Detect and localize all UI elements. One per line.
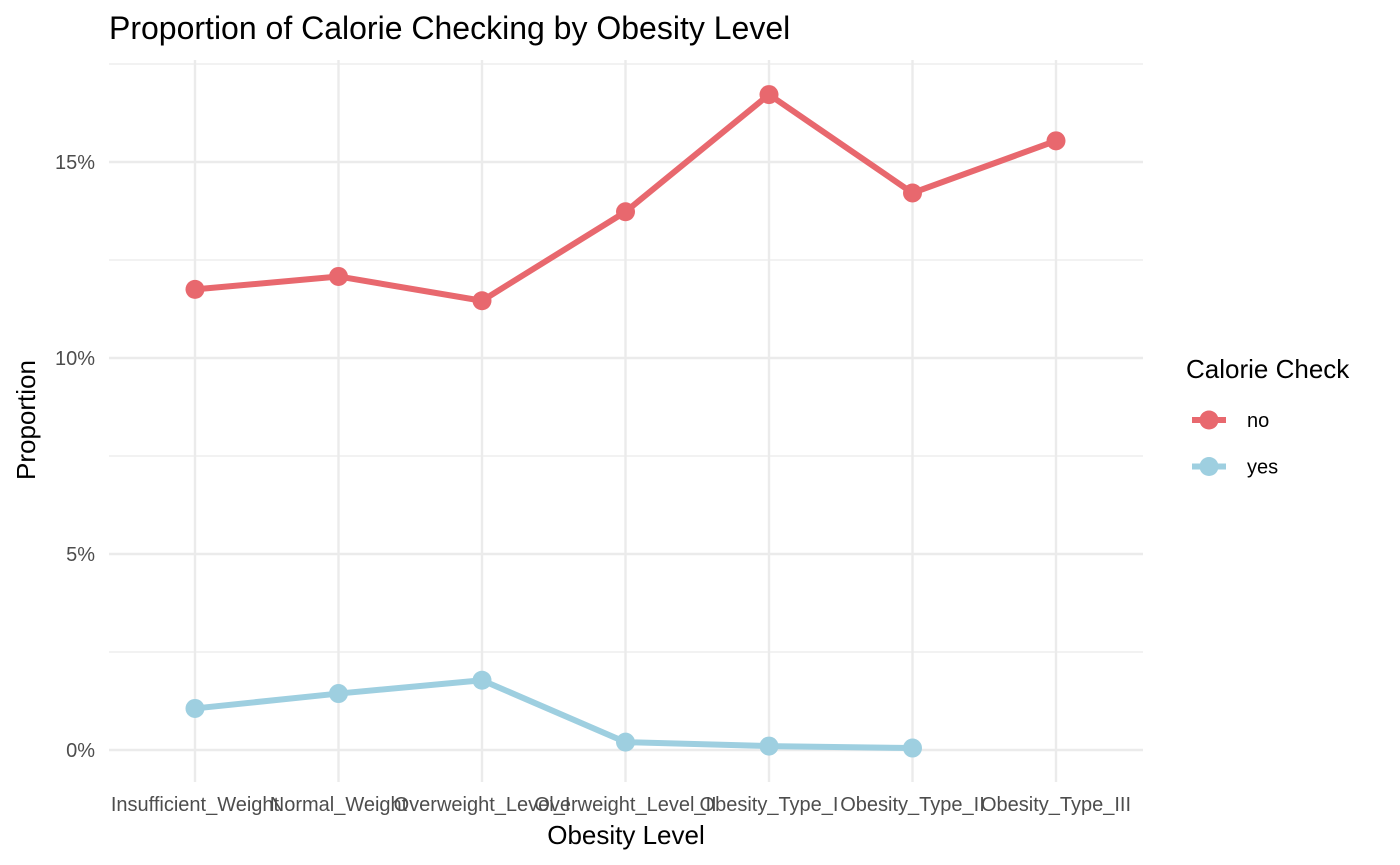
data-point-yes	[185, 698, 205, 718]
legend: Calorie Check no yes	[1186, 354, 1350, 479]
x-axis-title: Obesity Level	[547, 820, 705, 850]
series-yes	[185, 670, 922, 758]
x-tick-label: Obesity_Type_III	[981, 794, 1131, 816]
y-tick-label: 0%	[66, 740, 95, 762]
axes: 0% 5% 10% 15% Insufficient_WeightNormal_Weig…	[55, 152, 1131, 816]
data-point-yes	[616, 732, 635, 752]
data-point-yes	[329, 684, 348, 704]
x-tick-label: Overweight_Level_II	[534, 794, 716, 816]
y-tick-label: 5%	[66, 544, 95, 566]
y-tick-label: 10%	[55, 348, 95, 370]
legend-label: no	[1247, 410, 1269, 432]
legend-label: yes	[1247, 457, 1278, 479]
x-tick-label: Normal_Weight	[270, 794, 408, 816]
data-point-yes	[903, 738, 922, 758]
y-tick-label: 15%	[55, 152, 95, 174]
data-point-no	[616, 202, 635, 222]
x-tick-label: Obesity_Type_II	[840, 794, 985, 816]
series-line-yes	[194, 677, 913, 752]
x-tick-label: Obesity_Type_I	[700, 794, 839, 816]
y-axis-title: Proportion	[11, 360, 41, 480]
data-point-yes	[759, 736, 779, 756]
legend-key-point	[1199, 457, 1219, 476]
plot-series	[185, 85, 1066, 758]
data-point-no	[472, 291, 492, 311]
legend-item-no: no	[1192, 410, 1269, 432]
data-point-no	[1046, 131, 1066, 151]
x-tick-label: Insufficient_Weight	[111, 794, 280, 816]
chart-title: Proportion of Calorie Checking by Obesit…	[109, 10, 790, 46]
legend-item-yes: yes	[1192, 457, 1278, 479]
data-point-no	[759, 85, 779, 105]
legend-title: Calorie Check	[1186, 354, 1350, 384]
data-point-no	[903, 183, 922, 203]
x-tick-label: Overweight_Level_I	[394, 794, 571, 816]
legend-items: no yes	[1192, 410, 1278, 479]
data-point-no	[185, 279, 205, 299]
data-point-no	[329, 266, 348, 286]
legend-key-point	[1199, 410, 1219, 430]
series-no	[185, 85, 1066, 311]
data-point-yes	[472, 670, 492, 690]
